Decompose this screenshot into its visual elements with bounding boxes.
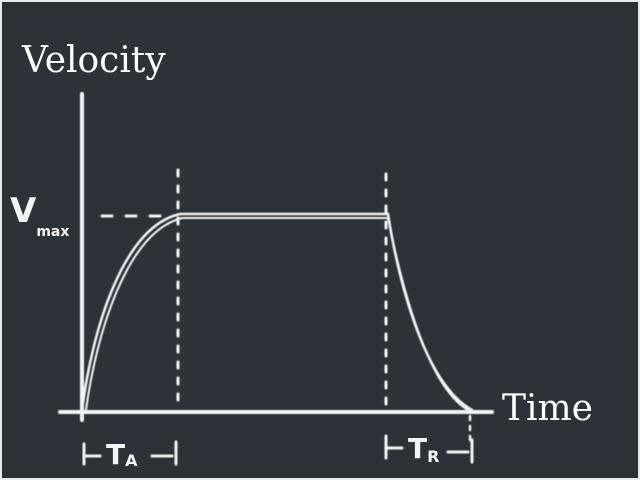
ta-subscript: A	[125, 451, 138, 470]
y-axis-title: Velocity	[22, 40, 166, 81]
ta-label: TA	[106, 438, 138, 471]
tr-label: TR	[408, 432, 439, 466]
velocity-curve	[80, 212, 474, 412]
velocity-curve-shadow	[85, 217, 469, 411]
tr-subscript: R	[427, 447, 439, 466]
x-axis-title: Time	[502, 388, 593, 429]
vmax-subscript: max	[36, 224, 69, 240]
vmax-label: Vmax	[10, 191, 69, 240]
